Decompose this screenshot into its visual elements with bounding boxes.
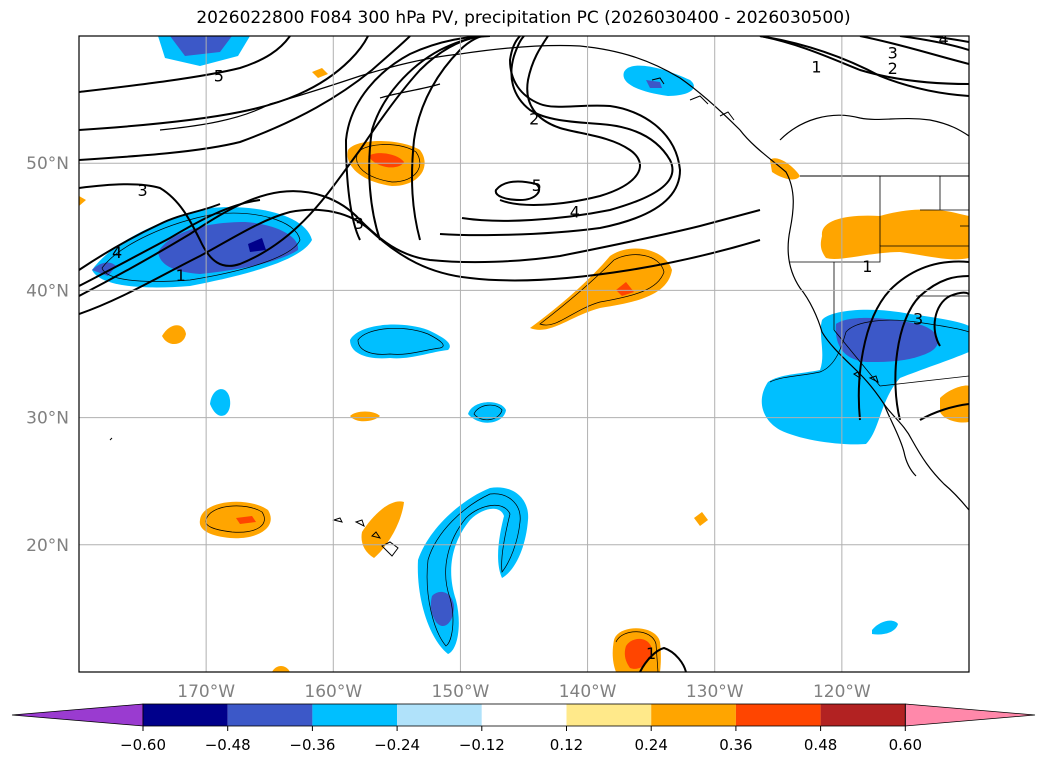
- colorbar-frame: [142, 703, 906, 727]
- contour-label: 3: [888, 44, 898, 63]
- map-title: 2026022800 F084 300 hPa PV, precipitatio…: [196, 8, 851, 28]
- map-frame: [78, 35, 970, 673]
- colorbar-tick-label: 0.36: [719, 736, 752, 754]
- lon-tick-label: 170°W: [177, 682, 235, 702]
- lon-tick-label: 150°W: [432, 682, 490, 702]
- colorbar-extend-min: [11, 703, 144, 727]
- colorbar: −0.60 −0.48 −0.36 −0.24 −0.12 0.12 0.24 0.36 0.4…: [11, 703, 1036, 754]
- colorbar-segment: [820, 704, 906, 726]
- contour-label: 3: [137, 181, 147, 200]
- colorbar-segment: [312, 704, 398, 726]
- colorbar-tick-label: −0.36: [289, 736, 335, 754]
- pv-contours: [79, 36, 969, 672]
- graticule: [79, 36, 969, 672]
- colorbar-extend-max: [904, 703, 1036, 727]
- lat-tick-label: 30°N: [26, 409, 69, 429]
- colorbar-segment: [735, 704, 821, 726]
- contour-label: 5: [214, 66, 224, 85]
- colorbar-tick-label: 0.48: [804, 736, 837, 754]
- contour-label: 1: [646, 644, 656, 663]
- lat-tick-label: 50°N: [26, 154, 69, 174]
- shading-outlines: [101, 144, 969, 672]
- contour-label: 1: [176, 266, 186, 285]
- axis-labels: 170°W 160°W 150°W 140°W 130°W 120°W 20°N 30°N 40…: [26, 154, 871, 702]
- lat-tick-label: 20°N: [26, 536, 69, 556]
- lon-tick-label: 160°W: [304, 682, 362, 702]
- contour-label: 4: [938, 30, 948, 49]
- contour-label: 2: [529, 110, 539, 129]
- lon-tick-label: 120°W: [813, 682, 871, 702]
- colorbar-tick-label: −0.24: [374, 736, 420, 754]
- colorbar-segment: [651, 704, 736, 726]
- colorbar-tick-label: −0.60: [120, 736, 166, 754]
- colorbar-segment: [481, 704, 567, 726]
- colorbar-segment: [566, 704, 652, 726]
- colorbar-tick-label: 0.60: [889, 736, 922, 754]
- contour-label: 3: [913, 309, 923, 328]
- colorbar-segment: [143, 704, 228, 726]
- contour-label: 2: [888, 59, 898, 78]
- contour-label: 4: [570, 203, 580, 222]
- contour-label: 3: [354, 214, 364, 233]
- colorbar-tick-label: −0.48: [205, 736, 251, 754]
- colorbar-tick-label: 0.12: [550, 736, 583, 754]
- lon-tick-label: 130°W: [686, 682, 744, 702]
- lat-tick-label: 40°N: [26, 281, 69, 301]
- contour-label: 4: [112, 243, 122, 262]
- precipitation-shading: [79, 36, 969, 672]
- contour-label: 1: [811, 58, 821, 77]
- colorbar-tick-label: 0.24: [634, 736, 667, 754]
- colorbar-segment: [397, 704, 482, 726]
- contour-label: 1: [862, 257, 872, 276]
- contour-label: 5: [532, 176, 542, 195]
- coastlines: [109, 44, 969, 557]
- lon-tick-label: 140°W: [559, 682, 617, 702]
- colorbar-segment: [227, 704, 313, 726]
- colorbar-tick-label: −0.12: [459, 736, 505, 754]
